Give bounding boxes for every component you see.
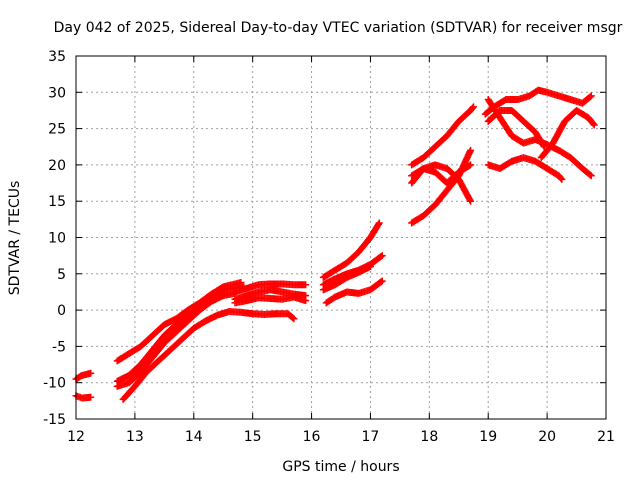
data-marks [72, 86, 598, 403]
y-tick-label: 10 [48, 231, 66, 247]
y-tick-label: -10 [43, 376, 66, 392]
x-tick-label: 20 [538, 429, 556, 445]
y-tick-label: 0 [57, 303, 66, 319]
data-point [378, 252, 386, 260]
data-point [377, 278, 385, 286]
series-arc-06 [119, 308, 298, 403]
x-tick-label: 15 [244, 429, 262, 445]
series-arc-12 [319, 263, 374, 294]
series-arc-09 [231, 293, 310, 307]
data-point [87, 393, 95, 401]
plot-frame [75, 55, 607, 420]
data-point [377, 253, 385, 261]
y-axis-label: SDTVAR / TECUs [7, 181, 23, 296]
data-point [302, 281, 310, 289]
data-point [587, 172, 595, 180]
data-point [467, 197, 475, 205]
data-point [589, 120, 597, 128]
data-point [87, 369, 95, 377]
x-tick-label: 17 [362, 429, 380, 445]
x-tick-label: 16 [303, 429, 321, 445]
data-point [470, 103, 477, 111]
y-tick-label: 35 [48, 49, 66, 65]
data-point [467, 146, 475, 154]
series-arc-20 [484, 154, 566, 183]
data-point [469, 104, 477, 112]
y-tick-label: -5 [52, 339, 66, 355]
data-point [374, 220, 382, 228]
data-point [586, 93, 594, 101]
y-tick-label: 20 [48, 158, 66, 174]
series-arc-05 [113, 289, 239, 390]
data-point [557, 174, 565, 182]
x-tick-label: 19 [479, 429, 497, 445]
data-point [558, 175, 566, 183]
series-arc-13 [322, 277, 386, 307]
x-tick-label: 18 [420, 429, 438, 445]
y-tick-label: 30 [48, 85, 66, 101]
series-arc-04 [113, 283, 248, 385]
y-tick-label: -15 [43, 412, 66, 428]
data-point [540, 143, 548, 151]
data-point [366, 263, 374, 271]
data-point [539, 141, 547, 149]
data-point [590, 121, 598, 129]
data-point [465, 162, 473, 170]
series-arc-10 [319, 219, 383, 281]
y-tick-label: 5 [57, 267, 66, 283]
series-arc-16 [408, 161, 475, 187]
series-arc-17 [408, 146, 475, 227]
data-point [302, 297, 310, 305]
x-tick-label: 14 [185, 429, 203, 445]
x-tick-label: 12 [67, 429, 85, 445]
data-point [290, 315, 298, 323]
data-point [375, 219, 383, 227]
series-arc-07 [231, 280, 310, 296]
x-axis-label: GPS time / hours [282, 459, 399, 475]
axis-ticks: 12 13 14 15 16 17 18 19 20 21 -15 -10 -5 0 5 10 15 20 25 30… [43, 49, 615, 445]
y-tick-label: 15 [48, 194, 66, 210]
y-tick-label: 25 [48, 122, 66, 138]
chart-title: Day 042 of 2025, Sidereal Day-to-day VTE… [54, 20, 623, 36]
series-arc-02 [72, 392, 95, 402]
x-tick-label: 21 [597, 429, 615, 445]
data-point [587, 92, 595, 100]
data-point [289, 314, 297, 322]
series-arc-22 [537, 106, 598, 162]
series-arc-21 [484, 106, 548, 151]
x-tick-label: 13 [126, 429, 144, 445]
data-point [467, 161, 475, 169]
data-point [378, 277, 386, 285]
series-arc-14 [408, 103, 477, 169]
series-arc-01 [72, 369, 95, 383]
data-point [586, 171, 594, 179]
